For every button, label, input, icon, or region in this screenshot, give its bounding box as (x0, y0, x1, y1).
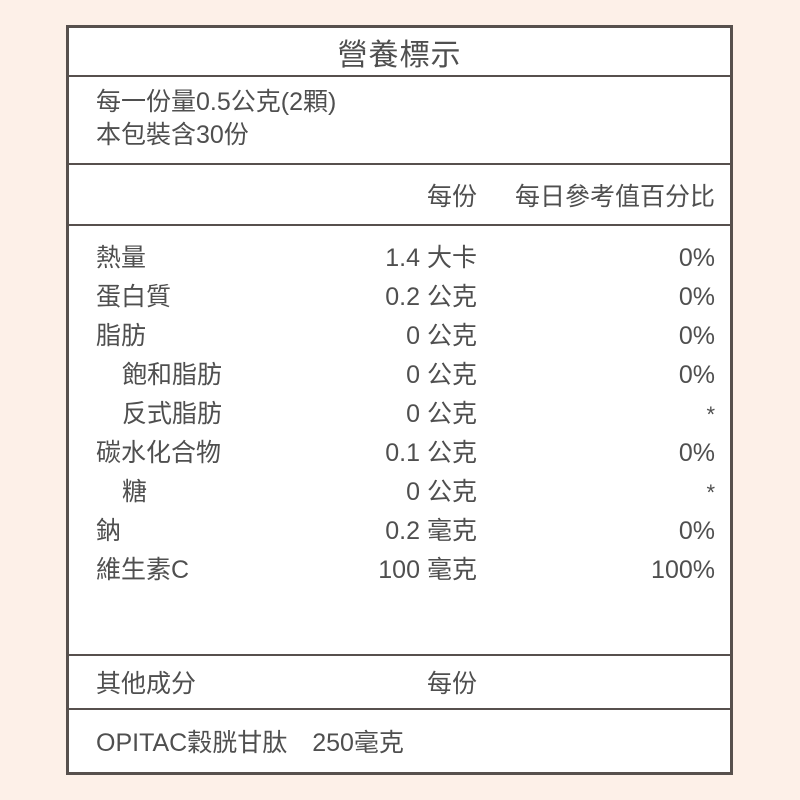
serving-size-text: 每一份量0.5公克(2顆) (96, 88, 337, 116)
serving-info-row: 每一份量0.5公克(2顆) 本包裝含30份 (69, 77, 730, 165)
nutrient-amount-value: 0 (406, 400, 420, 428)
nutrient-name: 維生素C (96, 556, 190, 584)
other-ingredient-rows: OPITAC穀胱甘肽 250毫克 (69, 710, 730, 772)
nutrition-label: 營養標示 每一份量0.5公克(2顆) 本包裝含30份 每份 每日參考值百分比 熱… (66, 25, 733, 775)
nutrient-amount-value: 100 (378, 556, 420, 584)
page-title: 營養標示 (337, 38, 462, 72)
nutrient-daily-value: * (706, 480, 715, 505)
nutrient-amount: 0 公克 (341, 317, 477, 356)
other-ingredient-row: OPITAC穀胱甘肽 250毫克 (69, 710, 730, 772)
nutrient-rows: 熱量 1.4 大卡 0% 蛋白質 0.2 公克 0% 脂肪 0 公克 0% 飽和脂肪 0 公克 0% 反式脂肪 0… (69, 226, 730, 656)
nutrient-amount-unit: 公克 (426, 400, 477, 428)
nutrient-name: 鈉 (96, 517, 122, 545)
nutrient-amount-value: 0 (406, 361, 420, 389)
nutrient-amount: 0 公克 (341, 395, 477, 434)
nutrient-daily-value: 0% (678, 283, 715, 311)
nutrient-amount-unit: 公克 (426, 283, 477, 311)
nutrient-daily-value: 0% (678, 439, 715, 467)
other-ingredients-header-row: 其他成分 每份 (69, 656, 730, 710)
nutrient-row: 反式脂肪 0 公克 * (69, 395, 730, 434)
column-header-daily-value: 每日參考值百分比 (514, 182, 715, 211)
nutrient-amount-unit: 毫克 (426, 556, 477, 584)
nutrient-amount-unit: 公克 (426, 439, 477, 467)
nutrient-amount-value: 0.2 (385, 283, 420, 311)
nutrient-name: 飽和脂肪 (122, 361, 223, 389)
nutrient-row: 蛋白質 0.2 公克 0% (69, 278, 730, 317)
nutrient-row: 糖 0 公克 * (69, 473, 730, 512)
nutrient-amount: 0.2 毫克 (341, 512, 477, 551)
nutrient-amount-unit: 公克 (426, 361, 477, 389)
other-ingredient-amount: 250毫克 (312, 729, 404, 757)
nutrient-name: 反式脂肪 (122, 400, 223, 428)
nutrient-amount-value: 0 (406, 478, 420, 506)
nutrient-amount-unit: 毫克 (426, 517, 477, 545)
other-ingredients-per-serving-label: 每份 (426, 670, 477, 698)
nutrient-daily-value: 0% (678, 322, 715, 350)
nutrient-daily-value: 100% (651, 556, 715, 584)
column-header-per-serving: 每份 (426, 182, 477, 211)
nutrient-daily-value: 0% (678, 361, 715, 389)
nutrient-amount: 0.1 公克 (341, 434, 477, 473)
nutrient-name: 蛋白質 (96, 283, 172, 311)
nutrient-daily-value: 0% (678, 517, 715, 545)
other-ingredients-label: 其他成分 (96, 670, 197, 698)
servings-per-container-text: 本包裝含30份 (96, 121, 249, 149)
nutrient-amount: 0 公克 (341, 356, 477, 395)
label-title-row: 營養標示 (69, 28, 730, 77)
nutrient-amount-unit: 公克 (426, 478, 477, 506)
nutrient-name: 脂肪 (96, 322, 147, 350)
nutrient-name: 碳水化合物 (96, 439, 222, 467)
nutrient-row: 維生素C 100 毫克 100% (69, 551, 730, 590)
nutrient-row: 碳水化合物 0.1 公克 0% (69, 434, 730, 473)
nutrient-row: 飽和脂肪 0 公克 0% (69, 356, 730, 395)
nutrient-amount: 0 公克 (341, 473, 477, 512)
nutrient-row: 熱量 1.4 大卡 0% (69, 239, 730, 278)
nutrient-row: 鈉 0.2 毫克 0% (69, 512, 730, 551)
nutrient-amount-unit: 公克 (426, 322, 477, 350)
nutrient-amount: 100 毫克 (341, 551, 477, 590)
other-ingredient-name: OPITAC穀胱甘肽 (96, 729, 288, 757)
nutrient-daily-value: 0% (678, 244, 715, 272)
nutrient-name: 糖 (122, 478, 148, 506)
nutrient-amount-value: 0.1 (385, 439, 420, 467)
column-header-row: 每份 每日參考值百分比 (69, 165, 730, 226)
nutrient-amount-value: 1.4 (385, 244, 420, 272)
nutrient-amount: 0.2 公克 (341, 278, 477, 317)
nutrient-amount-unit: 大卡 (426, 244, 477, 272)
nutrient-amount: 1.4 大卡 (341, 239, 477, 278)
nutrient-daily-value: * (706, 402, 715, 427)
nutrient-name: 熱量 (96, 244, 147, 272)
nutrient-row: 脂肪 0 公克 0% (69, 317, 730, 356)
nutrient-amount-value: 0 (406, 322, 420, 350)
nutrient-amount-value: 0.2 (385, 517, 420, 545)
